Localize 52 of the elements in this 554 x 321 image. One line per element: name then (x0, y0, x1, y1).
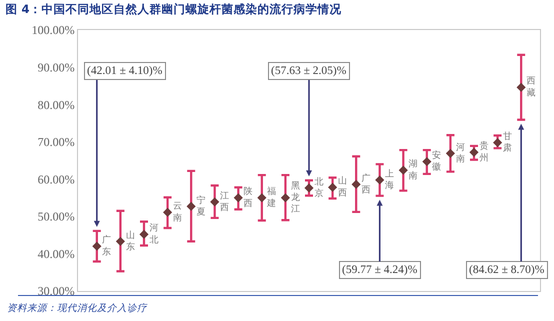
point (352, 180, 361, 189)
y-tick-label: 40.00% (38, 246, 75, 261)
x-tick-label: 西藏 (526, 76, 536, 98)
x-tick-label: 云南 (172, 202, 182, 224)
point (92, 242, 102, 251)
point (516, 82, 526, 92)
annotation: (59.77 ± 4.24)% (342, 264, 418, 276)
x-tick-label: 陕西 (244, 186, 253, 209)
point (163, 208, 172, 217)
y-tick-label: 80.00% (38, 98, 75, 112)
x-tick-label: 河北 (149, 222, 158, 246)
x-tick-label: 湖南 (408, 158, 418, 182)
point (304, 183, 314, 193)
point (375, 175, 384, 185)
y-tick-label: 50.00% (38, 210, 75, 224)
annotation: (42.01 ± 4.10)% (87, 65, 163, 77)
point (493, 138, 502, 148)
point (210, 197, 220, 206)
x-tick-label: 河南 (456, 142, 465, 165)
x-tick-label: 山西 (338, 176, 347, 198)
y-tick-label: 70.00% (38, 135, 75, 150)
x-tick-label: 黑龙江 (290, 180, 300, 215)
annotation: (84.62 ± 8.70)% (469, 264, 545, 276)
y-tick-label: 90.00% (38, 60, 75, 74)
point (328, 182, 338, 192)
x-tick-label: 江西 (220, 190, 230, 213)
point (398, 166, 408, 175)
x-tick-label: 上海 (385, 168, 394, 192)
point (422, 157, 432, 166)
annotation: (57.63 ± 2.05)% (271, 65, 347, 77)
x-tick-label: 广西 (362, 172, 371, 196)
text: 资料来源：现代消化及介入诊疗 (7, 303, 148, 314)
point (139, 230, 149, 239)
x-tick-label: 山东 (126, 230, 135, 253)
x-tick-label: 安徽 (432, 150, 442, 173)
x-tick-label: 广东 (102, 234, 112, 258)
x-tick-label: 福建 (266, 186, 276, 209)
chart-title: 图 4：中国不同地区自然人群幽门螺旋杆菌感染的流行病学情况 (6, 2, 343, 16)
point (469, 148, 479, 157)
point (257, 193, 266, 202)
point (446, 148, 455, 158)
y-tick-label: 30.00% (38, 284, 75, 298)
x-tick-label: 甘肃 (502, 131, 512, 154)
point (186, 202, 196, 211)
x-tick-label: 贵州 (479, 140, 488, 164)
y-tick-label: 100.00% (32, 23, 75, 38)
point (116, 236, 125, 246)
y-tick-label: 60.00% (38, 172, 75, 186)
point (234, 193, 243, 202)
x-tick-label: 宁夏 (196, 194, 206, 218)
point (280, 193, 290, 202)
x-tick-label: 北京 (314, 176, 324, 200)
